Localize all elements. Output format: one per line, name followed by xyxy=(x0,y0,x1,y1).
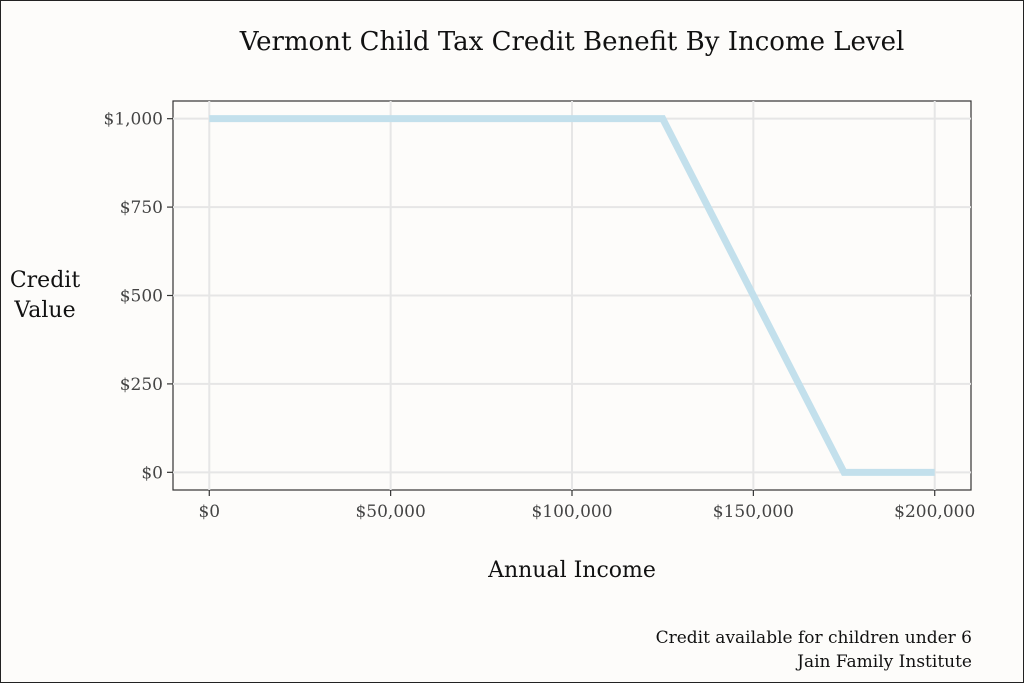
gridlines xyxy=(173,101,971,490)
credit-value-line xyxy=(209,115,935,476)
y-tick-label: $1,000 xyxy=(104,110,163,130)
chart-title: Vermont Child Tax Credit Benefit By Inco… xyxy=(239,27,905,57)
x-tick-label: $200,000 xyxy=(894,502,975,522)
caption-line-2: Jain Family Institute xyxy=(795,652,972,672)
y-tick-label: $0 xyxy=(141,463,163,483)
y-axis-title-line-2: Value xyxy=(13,298,75,323)
x-tick-label: $100,000 xyxy=(531,502,612,522)
y-tick-label: $250 xyxy=(120,375,163,395)
y-axis-ticks: $0 $250 $500 $750 $1,000 xyxy=(104,110,173,483)
series-layer xyxy=(209,115,935,476)
caption-line-1: Credit available for children under 6 xyxy=(656,628,972,648)
x-tick-label: $150,000 xyxy=(713,502,794,522)
x-axis-title: Annual Income xyxy=(487,558,656,583)
x-tick-label: $50,000 xyxy=(355,502,425,522)
x-axis-ticks: $0 $50,000 $100,000 $150,000 $200,000 xyxy=(198,490,975,522)
y-tick-label: $500 xyxy=(120,287,163,307)
x-tick-label: $0 xyxy=(198,502,220,522)
y-tick-label: $750 xyxy=(120,198,163,218)
y-axis-title-line-1: Credit xyxy=(10,268,80,293)
